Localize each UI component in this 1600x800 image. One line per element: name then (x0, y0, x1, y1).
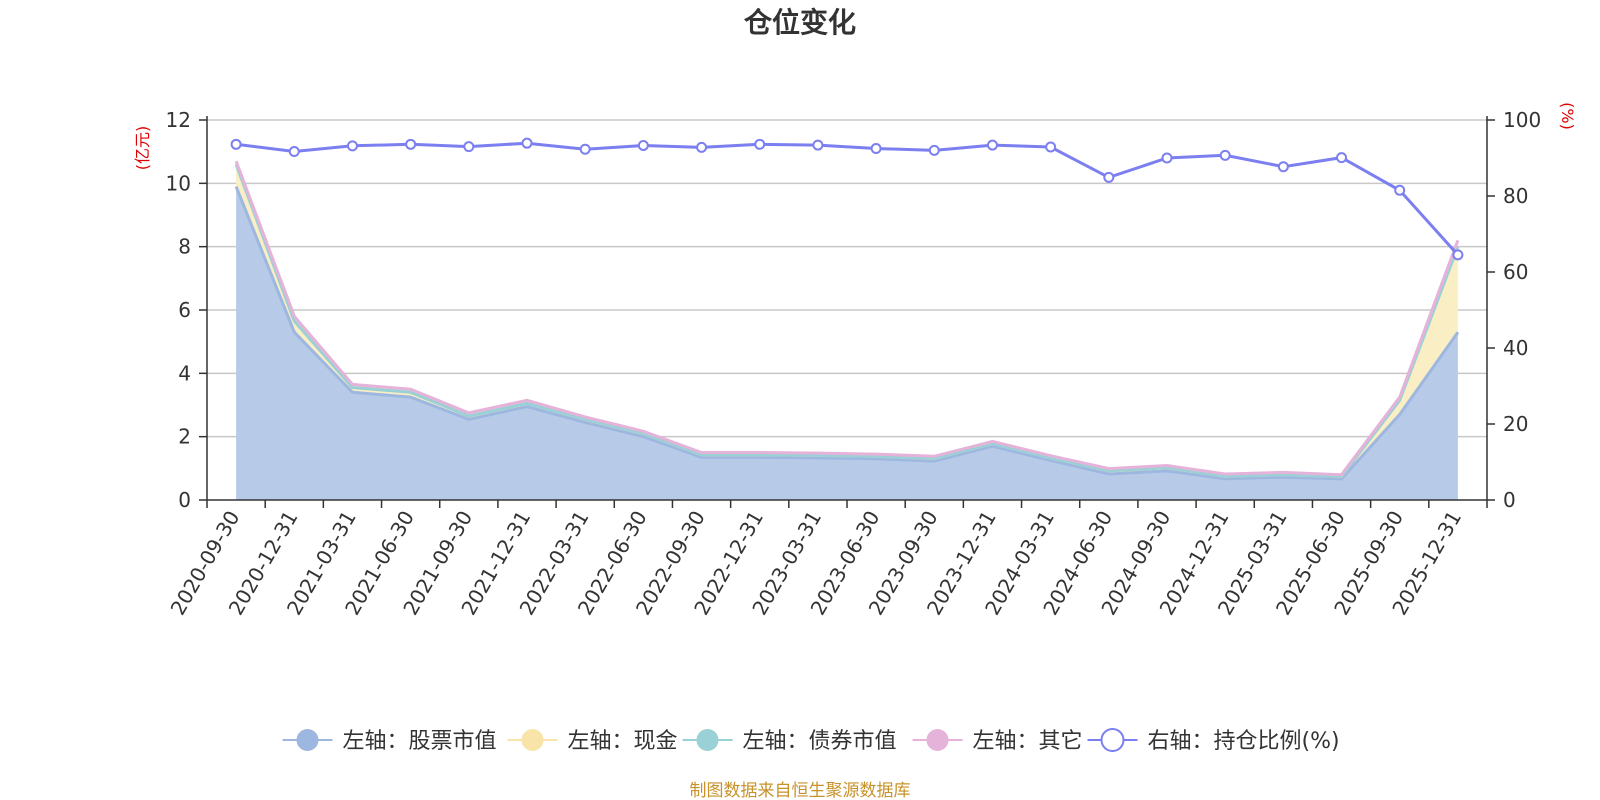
grid-lines (207, 119, 1487, 438)
ratio-point (521, 137, 533, 149)
left-axis-tick-label: 12 (166, 108, 191, 132)
legend: 左轴：股票市值 左轴：现金 左轴：债券市值 左轴：其它 右轴：持仓比例(%) (282, 728, 1340, 754)
legend-label: 左轴：股票市值 (343, 729, 497, 754)
stacked-areas (234, 160, 1460, 500)
legend-label: 左轴：现金 (568, 729, 678, 754)
ratio-point (1045, 141, 1057, 153)
right-axis-tick-label: 80 (1503, 184, 1528, 208)
area-左轴：股票市值 (236, 186, 1458, 500)
legend-label: 左轴：其它 (973, 729, 1083, 754)
axes: 0246810120204060801002020-09-302020-12-3… (166, 108, 1542, 619)
ratio-line (235, 141, 1460, 256)
ratio-point (928, 144, 940, 156)
ratio-point (1336, 152, 1348, 164)
legend-item: 左轴：现金 (507, 729, 678, 754)
left-axis-tick-label: 10 (166, 171, 191, 195)
right-axis-tick-label: 60 (1503, 260, 1528, 284)
ratio-point (812, 139, 824, 151)
ratio-point (1161, 152, 1173, 164)
legend-item: 右轴：持仓比例(%) (1087, 728, 1340, 754)
right-axis-tick-label: 20 (1503, 412, 1528, 436)
legend-label: 左轴：债券市值 (743, 729, 897, 754)
data-source-footer: 制图数据来自恒生聚源数据库 (690, 781, 911, 800)
legend-item: 左轴：债券市值 (682, 729, 897, 754)
ratio-point (1394, 184, 1406, 196)
ratio-point (579, 143, 591, 155)
ratio-point (986, 139, 998, 151)
legend-marker-circle (521, 729, 544, 751)
left-axis-tick-label: 0 (178, 488, 191, 512)
ratio-point (1103, 171, 1115, 183)
legend-marker-circle (696, 729, 719, 751)
position-ratio-line (230, 137, 1464, 261)
ratio-point (1277, 161, 1289, 173)
left-axis-tick-label: 2 (178, 425, 191, 449)
left-axis-unit: (亿元) (133, 126, 152, 171)
area-edge-左轴：债券市值 (234, 163, 1460, 478)
ratio-point (1219, 149, 1231, 161)
left-axis-tick-label: 6 (178, 298, 191, 322)
left-axis-tick-label: 4 (178, 361, 191, 385)
legend-marker-circle (926, 729, 949, 751)
chart-title: 仓位变化 (744, 6, 856, 39)
legend-marker-circle (296, 729, 319, 751)
area-edge-左轴：股票市值 (234, 185, 1460, 481)
legend-item: 左轴：其它 (912, 729, 1083, 754)
ratio-point (463, 141, 475, 153)
ratio-point (696, 141, 708, 153)
ratio-point (754, 138, 766, 150)
legend-label: 右轴：持仓比例(%) (1148, 729, 1340, 754)
ratio-point (1452, 249, 1464, 261)
ratio-point (288, 146, 300, 158)
right-axis-tick-label: 0 (1503, 488, 1516, 512)
left-axis-tick-label: 8 (178, 235, 191, 259)
ratio-point (405, 138, 417, 150)
right-axis-tick-label: 100 (1503, 108, 1541, 132)
ratio-point (637, 139, 649, 151)
ratio-point (230, 138, 242, 150)
legend-item: 左轴：股票市值 (282, 729, 497, 754)
area-edge-左轴：其它 (234, 160, 1460, 477)
right-axis-unit: (%) (1558, 102, 1577, 130)
right-axis-tick-label: 40 (1503, 336, 1528, 360)
ratio-point (870, 143, 882, 154)
legend-marker-hollow-circle (1100, 728, 1125, 752)
ratio-point (346, 140, 358, 152)
